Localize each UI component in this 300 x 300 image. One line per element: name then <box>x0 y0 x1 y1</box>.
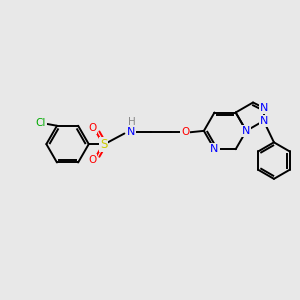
Text: O: O <box>88 155 96 165</box>
Text: N: N <box>260 116 268 126</box>
Text: O: O <box>181 127 190 137</box>
Text: S: S <box>100 138 107 151</box>
Text: N: N <box>242 126 250 136</box>
Text: N: N <box>260 103 269 113</box>
Text: N: N <box>210 144 219 154</box>
Text: N: N <box>127 127 135 137</box>
Text: O: O <box>88 123 96 133</box>
Text: Cl: Cl <box>36 118 46 128</box>
Text: H: H <box>128 117 136 127</box>
